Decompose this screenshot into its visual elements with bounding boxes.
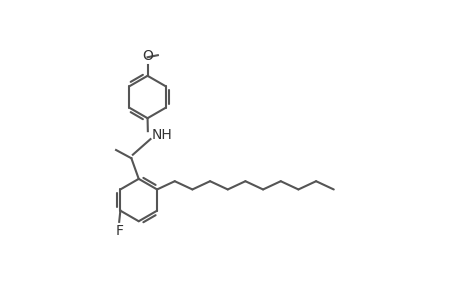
Text: F: F xyxy=(115,224,123,238)
Text: NH: NH xyxy=(151,128,172,142)
Text: O: O xyxy=(142,50,153,63)
